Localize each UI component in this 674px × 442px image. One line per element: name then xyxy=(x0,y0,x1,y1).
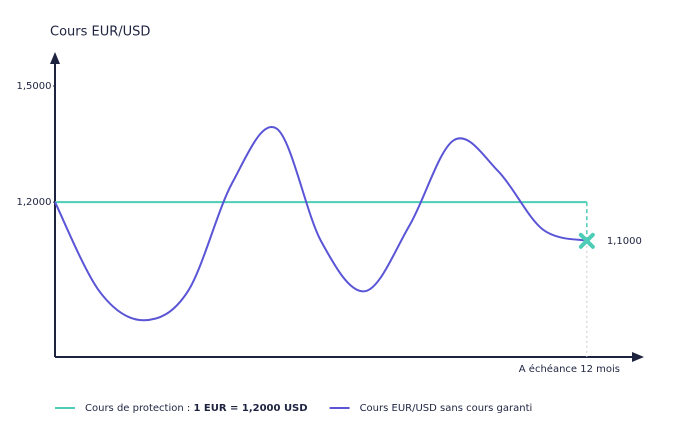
legend-label-text: Cours de protection : xyxy=(85,403,190,414)
legend: Cours de protection : 1 EUR = 1,2000 USD… xyxy=(55,403,532,414)
x-axis-arrow xyxy=(632,352,644,362)
y-axis-arrow xyxy=(50,52,60,64)
end-marker-cross xyxy=(578,232,595,249)
end-marker xyxy=(578,232,595,249)
x-axis-label: A échéance 12 mois xyxy=(519,363,620,375)
legend-label: Cours EUR/USD sans cours garanti xyxy=(360,403,533,414)
legend-label-emphasis: 1 EUR = 1,2000 USD xyxy=(193,403,307,414)
legend-label: Cours de protection : 1 EUR = 1,2000 USD xyxy=(85,403,308,414)
legend-label-text: Cours EUR/USD sans cours garanti xyxy=(360,403,533,414)
y-tick-label: 1,2000 xyxy=(17,197,52,208)
chart-title: Cours EUR/USD xyxy=(50,25,150,40)
annotation-label: 1,1000 xyxy=(607,236,642,247)
series-line xyxy=(54,126,588,322)
y-tick-label: 1,5000 xyxy=(17,81,52,92)
